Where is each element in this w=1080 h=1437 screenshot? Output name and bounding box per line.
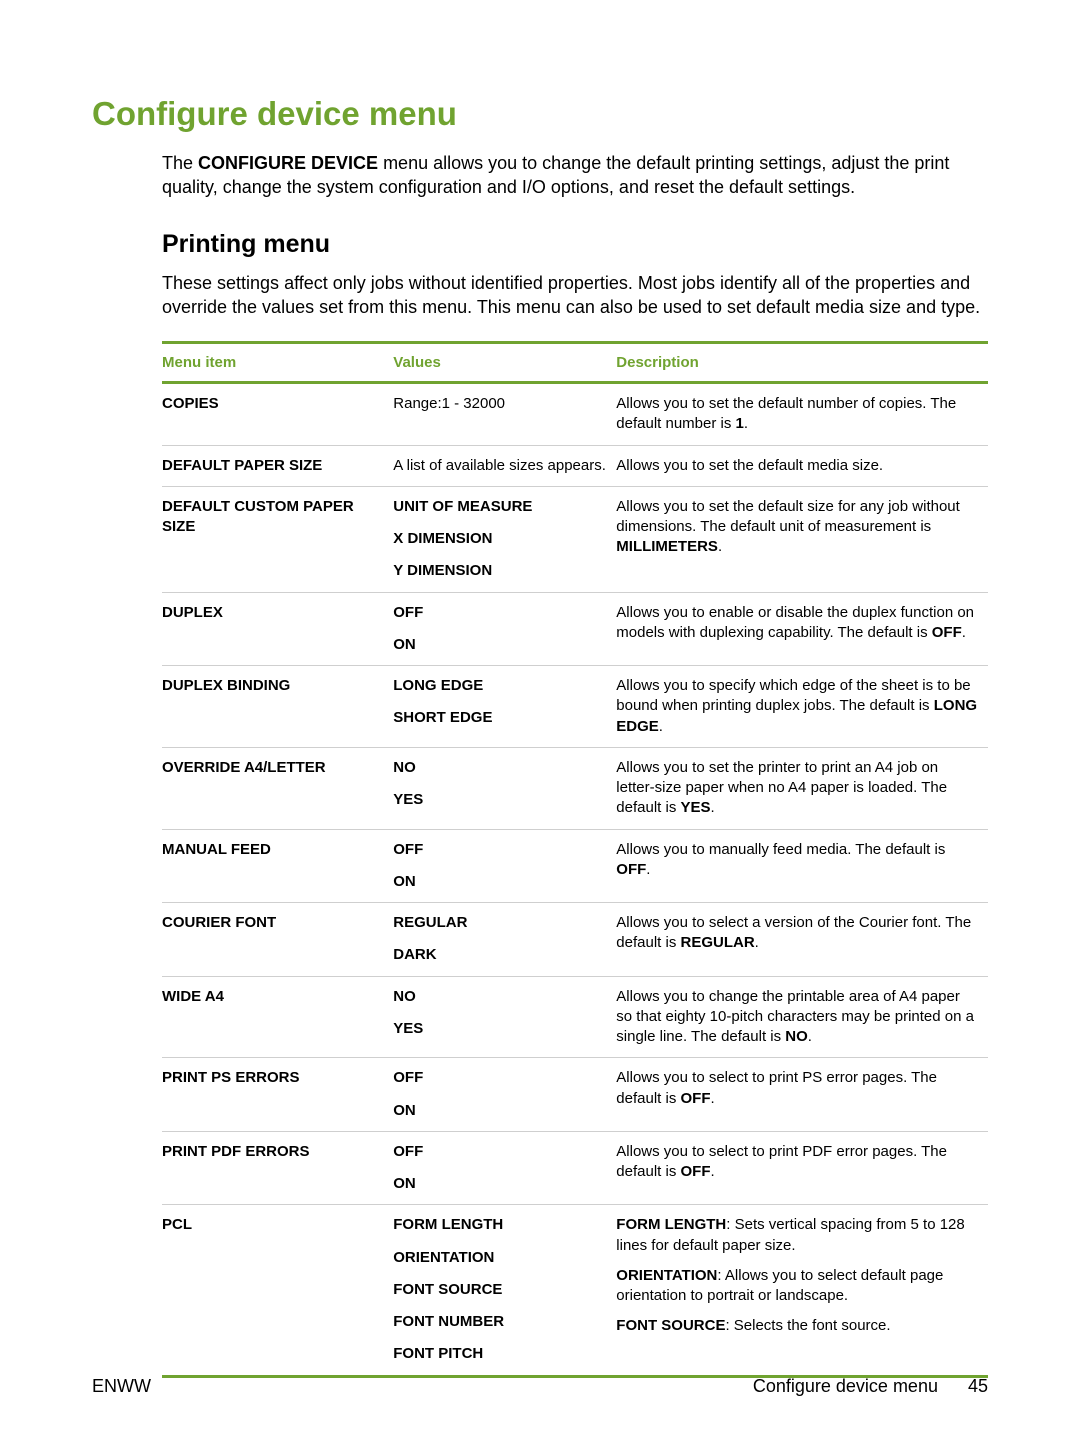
page: Configure device menu The CONFIGURE DEVI… [0,0,1080,1437]
table-row: COPIES Range:1 - 32000 Allows you to set… [162,383,988,446]
value-text: ORIENTATION [393,1248,606,1268]
row-item: PRINT PS ERRORS [162,1058,393,1132]
value-text: UNIT OF MEASURE [393,497,606,517]
header-description: Description [616,343,988,383]
page-title: Configure device menu [92,95,988,133]
value-text: OFF [393,1142,606,1162]
footer-section: Configure device menu [753,1376,938,1397]
row-values: OFF ON [393,829,616,903]
intro-bold: CONFIGURE DEVICE [198,153,378,173]
value-text: Y DIMENSION [393,561,606,581]
row-item: MANUAL FEED [162,829,393,903]
row-item: OVERRIDE A4/LETTER [162,747,393,829]
row-desc: Allows you to set the default number of … [616,383,988,446]
row-values: LONG EDGE SHORT EDGE [393,666,616,748]
row-values: A list of available sizes appears. [393,445,616,486]
footer-left: ENWW [92,1376,151,1397]
row-item: COPIES [162,383,393,446]
row-values: OFF ON [393,1131,616,1205]
row-values: NO YES [393,747,616,829]
value-text: Range:1 - 32000 [393,394,606,414]
value-text: FONT PITCH [393,1344,606,1364]
value-text: X DIMENSION [393,529,606,549]
row-desc: Allows you to specify which edge of the … [616,666,988,748]
value-text: LONG EDGE [393,676,606,696]
row-item: DUPLEX [162,592,393,666]
row-desc: Allows you to manually feed media. The d… [616,829,988,903]
row-item: PCL [162,1205,393,1376]
row-desc: Allows you to set the default size for a… [616,486,988,592]
intro-paragraph: The CONFIGURE DEVICE menu allows you to … [162,151,988,200]
table-row: DEFAULT PAPER SIZE A list of available s… [162,445,988,486]
value-text: ON [393,1101,606,1121]
value-text: SHORT EDGE [393,708,606,728]
table-row: DUPLEX OFF ON Allows you to enable or di… [162,592,988,666]
value-text: NO [393,758,606,778]
value-text: FONT NUMBER [393,1312,606,1332]
row-desc: Allows you to change the printable area … [616,976,988,1058]
row-desc: Allows you to set the default media size… [616,445,988,486]
page-footer: ENWW Configure device menu 45 [92,1376,988,1397]
row-desc: Allows you to select to print PDF error … [616,1131,988,1205]
row-desc: FORM LENGTH: Sets vertical spacing from … [616,1205,988,1376]
row-values: FORM LENGTH ORIENTATION FONT SOURCE FONT… [393,1205,616,1376]
section-intro: These settings affect only jobs without … [162,271,988,320]
footer-page-number: 45 [968,1376,988,1397]
row-desc: Allows you to set the printer to print a… [616,747,988,829]
row-item: DEFAULT PAPER SIZE [162,445,393,486]
value-text: ON [393,635,606,655]
row-values: OFF ON [393,1058,616,1132]
value-text: OFF [393,840,606,860]
table-row: DEFAULT CUSTOM PAPER SIZE UNIT OF MEASUR… [162,486,988,592]
row-values: Range:1 - 32000 [393,383,616,446]
row-values: OFF ON [393,592,616,666]
table-row: PCL FORM LENGTH ORIENTATION FONT SOURCE … [162,1205,988,1376]
row-values: REGULAR DARK [393,903,616,977]
value-text: YES [393,1019,606,1039]
row-desc: Allows you to enable or disable the dupl… [616,592,988,666]
row-item: DUPLEX BINDING [162,666,393,748]
table-row: OVERRIDE A4/LETTER NO YES Allows you to … [162,747,988,829]
menu-table: Menu item Values Description COPIES Rang… [162,341,988,1378]
table-row: MANUAL FEED OFF ON Allows you to manuall… [162,829,988,903]
value-text: ON [393,872,606,892]
value-text: FONT SOURCE [393,1280,606,1300]
value-text: NO [393,987,606,1007]
row-desc: Allows you to select a version of the Co… [616,903,988,977]
section-title: Printing menu [162,230,988,259]
value-text: OFF [393,603,606,623]
row-item: DEFAULT CUSTOM PAPER SIZE [162,486,393,592]
value-text: A list of available sizes appears. [393,456,606,476]
value-text: FORM LENGTH [393,1215,606,1235]
row-item: COURIER FONT [162,903,393,977]
table-row: COURIER FONT REGULAR DARK Allows you to … [162,903,988,977]
row-values: NO YES [393,976,616,1058]
row-item: WIDE A4 [162,976,393,1058]
header-menu-item: Menu item [162,343,393,383]
table-row: PRINT PDF ERRORS OFF ON Allows you to se… [162,1131,988,1205]
header-values: Values [393,343,616,383]
table-row: WIDE A4 NO YES Allows you to change the … [162,976,988,1058]
row-values: UNIT OF MEASURE X DIMENSION Y DIMENSION [393,486,616,592]
value-text: YES [393,790,606,810]
value-text: OFF [393,1068,606,1088]
value-text: DARK [393,945,606,965]
row-desc: Allows you to select to print PS error p… [616,1058,988,1132]
row-item: PRINT PDF ERRORS [162,1131,393,1205]
table-header-row: Menu item Values Description [162,343,988,383]
intro-pre: The [162,153,198,173]
value-text: REGULAR [393,913,606,933]
table-row: DUPLEX BINDING LONG EDGE SHORT EDGE Allo… [162,666,988,748]
table-row: PRINT PS ERRORS OFF ON Allows you to sel… [162,1058,988,1132]
value-text: ON [393,1174,606,1194]
